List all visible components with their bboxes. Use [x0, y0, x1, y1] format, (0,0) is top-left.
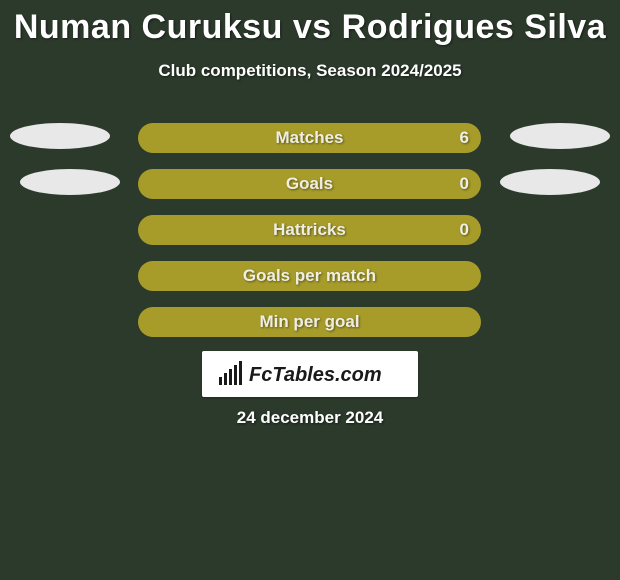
bar-min-per-goal: Min per goal	[138, 307, 481, 337]
bar-label: Matches	[138, 123, 481, 153]
row-min-per-goal: Min per goal	[0, 307, 620, 337]
bar-value-right: 0	[460, 215, 469, 245]
page-subtitle: Club competitions, Season 2024/2025	[0, 61, 620, 81]
bar-label: Min per goal	[138, 307, 481, 337]
bar-label: Goals per match	[138, 261, 481, 291]
page-title: Numan Curuksu vs Rodrigues Silva	[0, 0, 620, 47]
fctables-logo-icon: FcTables.com	[215, 359, 405, 389]
logo-text: FcTables.com	[249, 364, 382, 386]
bar-goals-per-match: Goals per match	[138, 261, 481, 291]
player-right-marker	[500, 169, 600, 195]
row-goals-per-match: Goals per match	[0, 261, 620, 291]
bar-matches: Matches 6	[138, 123, 481, 153]
bar-value-right: 6	[460, 123, 469, 153]
comparison-rows: Matches 6 Goals 0 Hattricks 0 Goals per …	[0, 123, 620, 337]
player-right-marker	[510, 123, 610, 149]
fctables-logo[interactable]: FcTables.com	[202, 351, 418, 397]
bar-goals: Goals 0	[138, 169, 481, 199]
bar-hattricks: Hattricks 0	[138, 215, 481, 245]
row-matches: Matches 6	[0, 123, 620, 153]
player-left-marker	[10, 123, 110, 149]
row-goals: Goals 0	[0, 169, 620, 199]
row-hattricks: Hattricks 0	[0, 215, 620, 245]
snapshot-date: 24 december 2024	[0, 408, 620, 428]
bar-label: Hattricks	[138, 215, 481, 245]
bar-value-right: 0	[460, 169, 469, 199]
player-left-marker	[20, 169, 120, 195]
bar-label: Goals	[138, 169, 481, 199]
